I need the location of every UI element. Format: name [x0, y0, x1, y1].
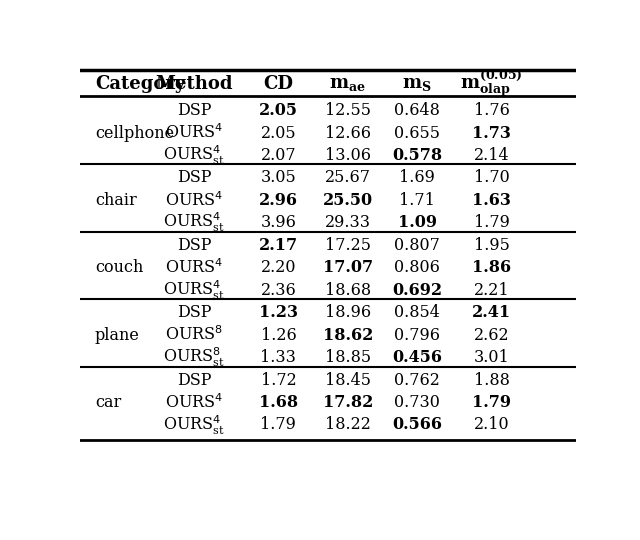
Text: 0.692: 0.692 — [392, 282, 442, 299]
Text: Method: Method — [156, 75, 233, 92]
Text: 3.05: 3.05 — [260, 170, 296, 186]
Text: 0.456: 0.456 — [392, 349, 442, 366]
Text: 2.36: 2.36 — [260, 282, 296, 299]
Text: 2.05: 2.05 — [260, 125, 296, 141]
Text: 0.796: 0.796 — [394, 327, 440, 343]
Text: 2.17: 2.17 — [259, 237, 298, 254]
Text: 1.73: 1.73 — [472, 125, 511, 141]
Text: 1.26: 1.26 — [260, 327, 296, 343]
Text: car: car — [95, 394, 121, 411]
Text: 1.33: 1.33 — [260, 349, 296, 366]
Text: 0.566: 0.566 — [392, 416, 442, 434]
Text: chair: chair — [95, 192, 136, 209]
Text: 17.25: 17.25 — [325, 237, 371, 254]
Text: OURS$^{4}$: OURS$^{4}$ — [165, 393, 223, 412]
Text: DSP: DSP — [177, 304, 211, 321]
Text: 0.807: 0.807 — [394, 237, 440, 254]
Text: 17.82: 17.82 — [323, 394, 373, 411]
Text: 0.578: 0.578 — [392, 147, 442, 164]
Text: OURS$^{8}$: OURS$^{8}$ — [165, 326, 223, 345]
Text: m$_{\mathregular{S}}$: m$_{\mathregular{S}}$ — [403, 75, 432, 92]
Text: 12.55: 12.55 — [325, 102, 371, 119]
Text: 18.22: 18.22 — [325, 416, 371, 434]
Text: OURS$^{4}$: OURS$^{4}$ — [165, 191, 223, 210]
Text: Category: Category — [95, 75, 185, 92]
Text: 1.86: 1.86 — [472, 259, 511, 276]
Text: plane: plane — [95, 327, 140, 343]
Text: 0.655: 0.655 — [394, 125, 440, 141]
Text: 18.85: 18.85 — [324, 349, 371, 366]
Text: 2.14: 2.14 — [474, 147, 509, 164]
Text: 1.79: 1.79 — [474, 214, 509, 231]
Text: 2.41: 2.41 — [472, 304, 511, 321]
Text: OURS$^{4}_{\mathregular{st}}$: OURS$^{4}_{\mathregular{st}}$ — [163, 413, 225, 436]
Text: CD: CD — [264, 75, 293, 92]
Text: DSP: DSP — [177, 372, 211, 388]
Text: 3.96: 3.96 — [260, 214, 296, 231]
Text: OURS$^{4}$: OURS$^{4}$ — [165, 124, 223, 143]
Text: 0.730: 0.730 — [394, 394, 440, 411]
Text: couch: couch — [95, 259, 143, 276]
Text: 1.70: 1.70 — [474, 170, 509, 186]
Text: 0.648: 0.648 — [394, 102, 440, 119]
Text: 1.71: 1.71 — [399, 192, 435, 209]
Text: 13.06: 13.06 — [325, 147, 371, 164]
Text: DSP: DSP — [177, 102, 211, 119]
Text: cellphone: cellphone — [95, 125, 174, 141]
Text: 25.67: 25.67 — [325, 170, 371, 186]
Text: m$_{\mathregular{ae}}$: m$_{\mathregular{ae}}$ — [330, 75, 366, 92]
Text: OURS$^{8}_{\mathregular{st}}$: OURS$^{8}_{\mathregular{st}}$ — [163, 346, 225, 369]
Text: 0.854: 0.854 — [394, 304, 440, 321]
Text: 1.09: 1.09 — [398, 214, 436, 231]
Text: 1.23: 1.23 — [259, 304, 298, 321]
Text: 1.76: 1.76 — [474, 102, 509, 119]
Text: OURS$^{4}_{\mathregular{st}}$: OURS$^{4}_{\mathregular{st}}$ — [163, 279, 225, 302]
Text: 2.10: 2.10 — [474, 416, 509, 434]
Text: 1.88: 1.88 — [474, 372, 509, 388]
Text: 12.66: 12.66 — [325, 125, 371, 141]
Text: 1.63: 1.63 — [472, 192, 511, 209]
Text: 25.50: 25.50 — [323, 192, 373, 209]
Text: 29.33: 29.33 — [325, 214, 371, 231]
Text: 2.62: 2.62 — [474, 327, 509, 343]
Text: 2.07: 2.07 — [260, 147, 296, 164]
Text: 18.96: 18.96 — [324, 304, 371, 321]
Text: 2.96: 2.96 — [259, 192, 298, 209]
Text: 1.79: 1.79 — [472, 394, 511, 411]
Text: OURS$^{4}$: OURS$^{4}$ — [165, 259, 223, 277]
Text: 1.79: 1.79 — [260, 416, 296, 434]
Text: m$_{\mathregular{olap}}^{\mathregular{(0.05)}}$: m$_{\mathregular{olap}}^{\mathregular{(0… — [460, 68, 523, 99]
Text: DSP: DSP — [177, 237, 211, 254]
Text: OURS$^{4}_{\mathregular{st}}$: OURS$^{4}_{\mathregular{st}}$ — [163, 144, 225, 167]
Text: 2.21: 2.21 — [474, 282, 509, 299]
Text: 0.762: 0.762 — [394, 372, 440, 388]
Text: 1.72: 1.72 — [260, 372, 296, 388]
Text: 1.69: 1.69 — [399, 170, 435, 186]
Text: 0.806: 0.806 — [394, 259, 440, 276]
Text: 18.45: 18.45 — [325, 372, 371, 388]
Text: 2.05: 2.05 — [259, 102, 298, 119]
Text: 1.68: 1.68 — [259, 394, 298, 411]
Text: 2.20: 2.20 — [260, 259, 296, 276]
Text: 18.68: 18.68 — [324, 282, 371, 299]
Text: 3.01: 3.01 — [474, 349, 509, 366]
Text: 1.95: 1.95 — [474, 237, 509, 254]
Text: OURS$^{4}_{\mathregular{st}}$: OURS$^{4}_{\mathregular{st}}$ — [163, 211, 225, 234]
Text: 18.62: 18.62 — [323, 327, 373, 343]
Text: DSP: DSP — [177, 170, 211, 186]
Text: 17.07: 17.07 — [323, 259, 373, 276]
